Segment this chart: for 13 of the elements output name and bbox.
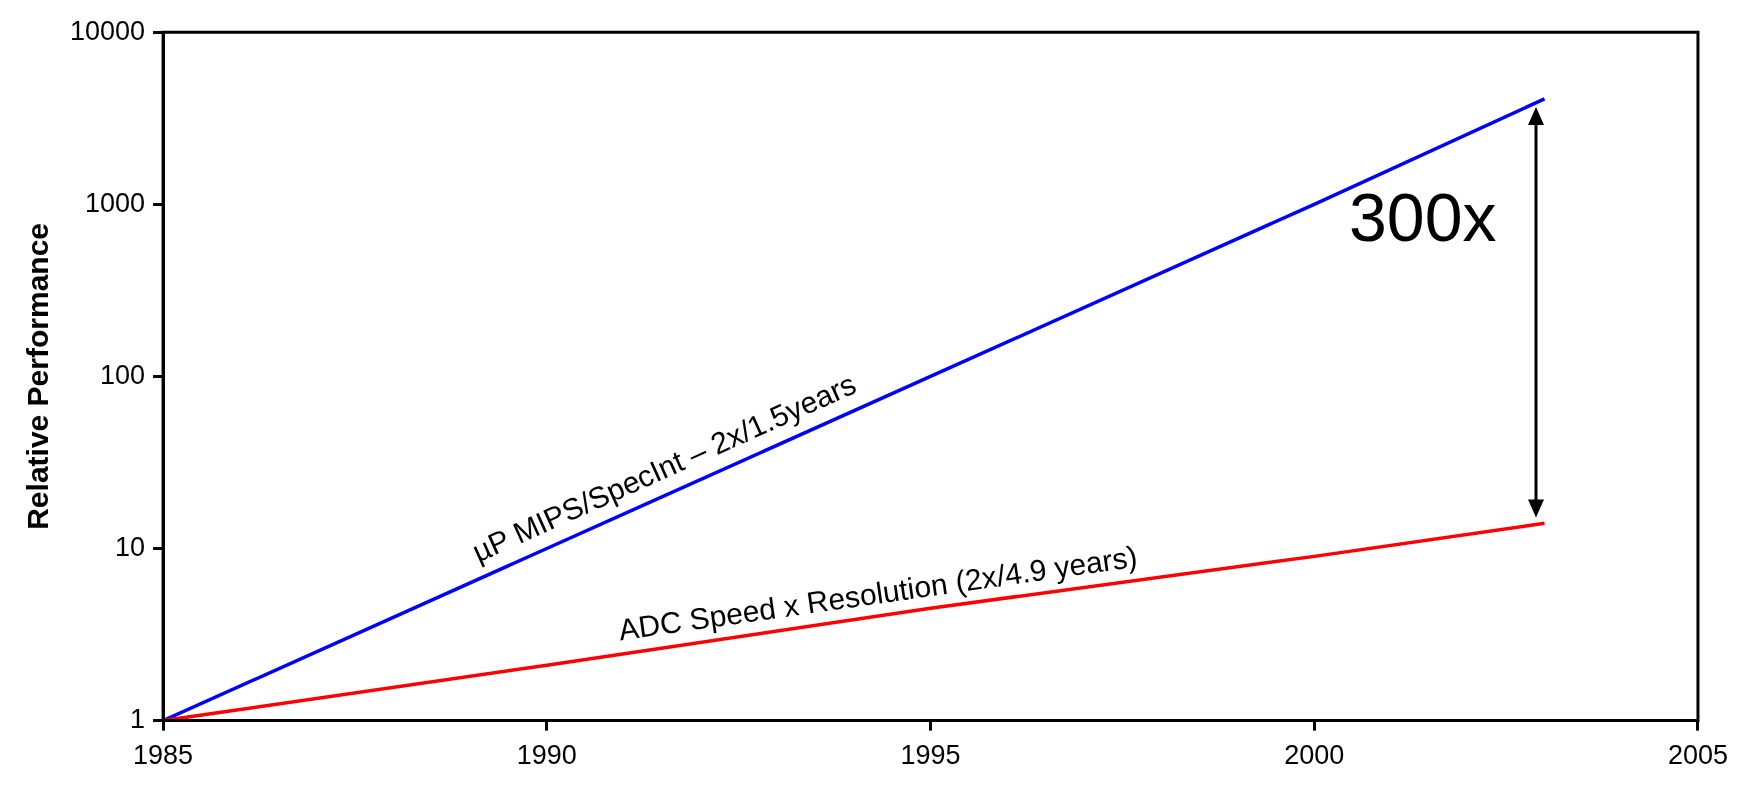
- y-tick-label: 1: [130, 704, 146, 735]
- text: ADC Speed x Resolution (2x/4.9 years): [616, 539, 1140, 647]
- x-tick-label: 1990: [516, 740, 577, 771]
- x-tick-label: 1995: [900, 740, 961, 771]
- x-tick-label: 2000: [1284, 740, 1345, 771]
- annotation: 300x: [1349, 178, 1497, 255]
- y-tick-label: 10: [115, 531, 146, 562]
- x-tick-label: 2005: [1667, 740, 1729, 771]
- y-tick-label: 10000: [69, 15, 146, 46]
- y-tick-label: 100: [100, 359, 146, 390]
- y-tick-label: 1000: [85, 187, 146, 218]
- y-axis-title: Relative Performance: [21, 222, 55, 530]
- x-tick-label: 1985: [133, 740, 194, 771]
